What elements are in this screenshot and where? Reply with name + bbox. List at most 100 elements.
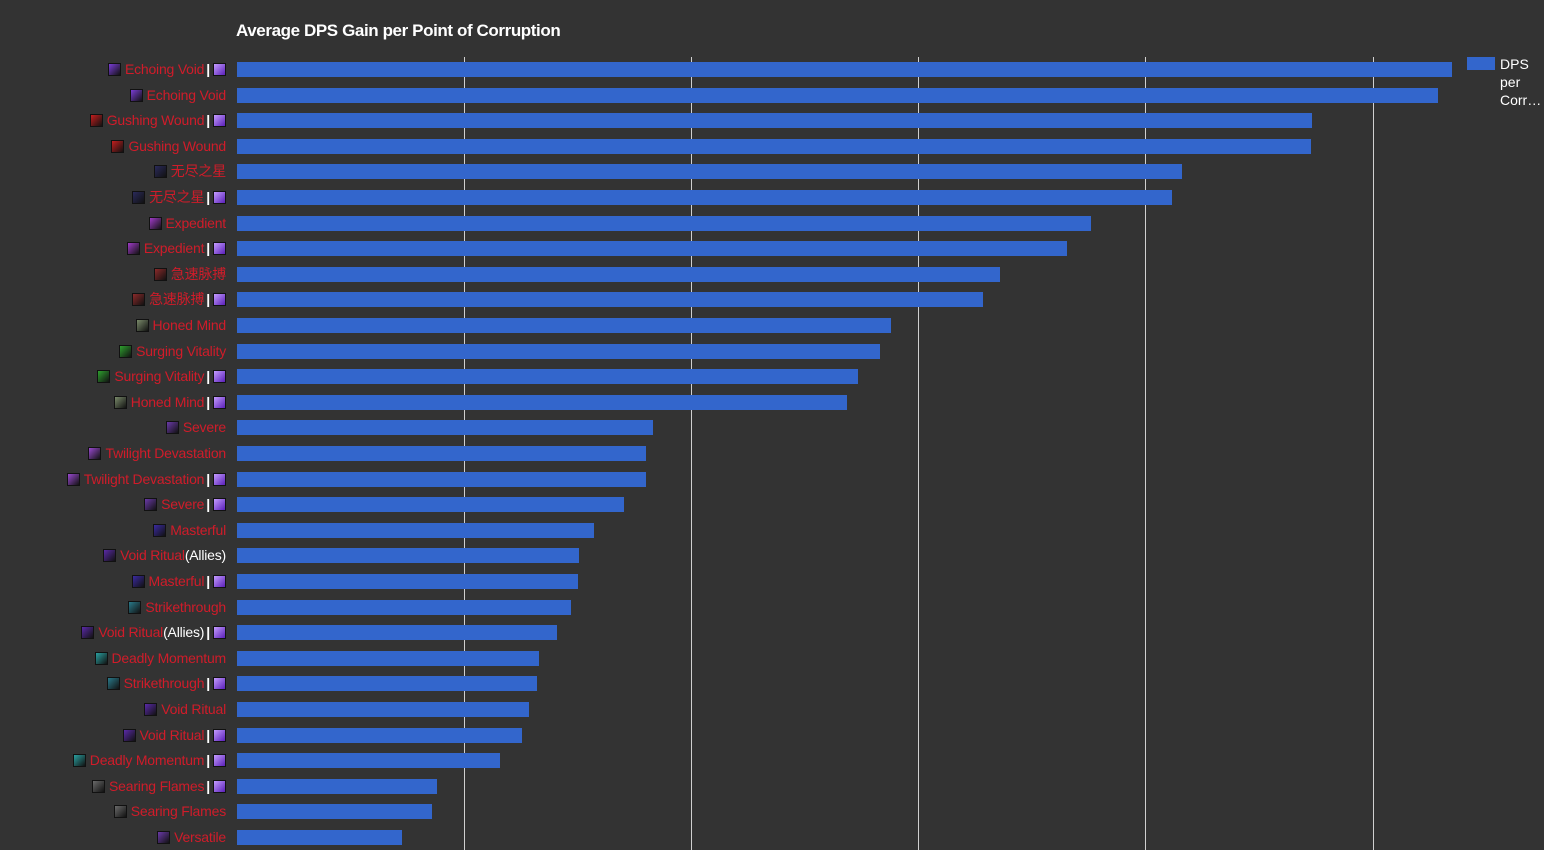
bar xyxy=(237,420,653,435)
category-label: 无尽之星 | xyxy=(132,187,226,207)
corruption-icon xyxy=(148,216,162,230)
corruption-icon xyxy=(72,753,86,767)
bar xyxy=(237,88,1438,103)
category-label: Masterful | xyxy=(131,571,226,591)
bar xyxy=(237,574,578,589)
spell-link[interactable]: Deadly Momentum xyxy=(111,650,227,666)
bar xyxy=(237,523,594,538)
corruption-icon xyxy=(81,625,95,639)
category-label: Twilight Devastation | xyxy=(66,469,226,489)
spell-link[interactable]: 无尽之星 xyxy=(149,189,205,205)
separator: | xyxy=(206,189,210,205)
category-label: Echoing Void | xyxy=(107,59,226,79)
corruption-icon xyxy=(165,420,179,434)
corruption-icon xyxy=(92,779,106,793)
corruption-icon xyxy=(132,292,146,306)
spell-link[interactable]: Void Ritual xyxy=(161,701,226,717)
corruption-icon xyxy=(88,446,102,460)
essence-icon xyxy=(213,728,226,742)
category-label: Deadly Momentum | xyxy=(72,750,226,770)
bar xyxy=(237,241,1067,256)
category-label: Masterful xyxy=(153,520,226,540)
spell-link[interactable]: Severe xyxy=(182,419,226,435)
spell-link[interactable]: 无尽之星 xyxy=(170,163,226,179)
corruption-icon xyxy=(131,574,145,588)
separator: | xyxy=(206,240,210,256)
spell-link[interactable]: Twilight Devastation xyxy=(83,471,205,487)
corruption-icon xyxy=(97,369,111,383)
bar xyxy=(237,600,571,615)
essence-icon xyxy=(213,292,226,306)
bar xyxy=(237,625,557,640)
category-label: Deadly Momentum xyxy=(94,648,227,668)
bar xyxy=(237,267,1000,282)
spell-link[interactable]: Gushing Wound xyxy=(128,138,226,154)
category-label: Strikethrough | xyxy=(106,673,226,693)
category-label: Severe | xyxy=(144,494,226,514)
essence-icon xyxy=(213,676,226,690)
spell-link[interactable]: Searing Flames xyxy=(130,803,226,819)
category-label: Gushing Wound xyxy=(111,136,226,156)
chart-title: Average DPS Gain per Point of Corruption xyxy=(236,21,561,40)
separator: | xyxy=(206,573,210,589)
spell-link[interactable]: Surging Vitality xyxy=(136,343,226,359)
spell-link[interactable]: 急速脉搏 xyxy=(149,291,205,307)
category-label: Surging Vitality xyxy=(119,341,226,361)
bar xyxy=(237,651,539,666)
bar xyxy=(237,753,500,768)
corruption-icon xyxy=(113,395,127,409)
spell-link[interactable]: Void Ritual xyxy=(98,624,164,640)
spell-link[interactable]: Masterful xyxy=(148,573,205,589)
spell-link[interactable]: Severe xyxy=(161,496,205,512)
separator: | xyxy=(206,624,210,640)
spell-link[interactable]: Strikethrough xyxy=(123,675,205,691)
spell-link[interactable]: Gushing Wound xyxy=(106,112,205,128)
spell-link[interactable]: Strikethrough xyxy=(145,599,226,615)
category-label: Honed Mind | xyxy=(113,392,226,412)
spell-link[interactable]: Void Ritual xyxy=(120,547,185,563)
corruption-icon xyxy=(119,344,133,358)
bar xyxy=(237,369,858,384)
essence-icon xyxy=(213,113,226,127)
spell-link[interactable]: Honed Mind xyxy=(152,317,227,333)
category-label: Gushing Wound | xyxy=(89,110,226,130)
spell-link[interactable]: Void Ritual xyxy=(139,727,205,743)
category-label: Echoing Void xyxy=(129,85,227,105)
corruption-icon xyxy=(135,318,149,332)
essence-icon xyxy=(213,62,226,76)
spell-link[interactable]: Surging Vitality xyxy=(114,368,205,384)
spell-link[interactable]: Echoing Void xyxy=(146,87,227,103)
spell-link[interactable]: Expedient xyxy=(165,215,227,231)
spell-link[interactable]: Deadly Momentum xyxy=(89,752,205,768)
spell-link[interactable]: Searing Flames xyxy=(109,778,205,794)
spell-link[interactable]: Echoing Void xyxy=(124,61,205,77)
category-label: Expedient xyxy=(148,213,227,233)
corruption-icon xyxy=(94,651,108,665)
corruption-icon xyxy=(103,548,117,562)
essence-icon xyxy=(213,497,226,511)
bar xyxy=(237,62,1452,77)
separator: | xyxy=(206,675,210,691)
bar xyxy=(237,344,880,359)
spell-link[interactable]: Masterful xyxy=(170,522,226,538)
category-label: Searing Flames | xyxy=(92,776,226,796)
spell-link[interactable]: 急速脉搏 xyxy=(170,266,226,282)
essence-icon xyxy=(213,190,226,204)
category-label: Void Ritual xyxy=(144,699,226,719)
bar xyxy=(237,779,437,794)
spell-link[interactable]: Honed Mind xyxy=(130,394,205,410)
spell-link[interactable]: Twilight Devastation xyxy=(105,445,226,461)
bar xyxy=(237,446,646,461)
bar xyxy=(237,164,1182,179)
corruption-icon xyxy=(153,164,167,178)
corruption-icon xyxy=(157,830,171,844)
corruption-icon xyxy=(144,702,158,716)
spell-link[interactable]: Expedient xyxy=(143,240,205,256)
bar xyxy=(237,292,983,307)
bar xyxy=(237,497,624,512)
category-label: Void Ritual (Allies) xyxy=(103,545,226,565)
corruption-icon xyxy=(128,600,142,614)
bar xyxy=(237,728,522,743)
spell-link[interactable]: Versatile xyxy=(174,829,226,845)
separator: | xyxy=(206,368,210,384)
